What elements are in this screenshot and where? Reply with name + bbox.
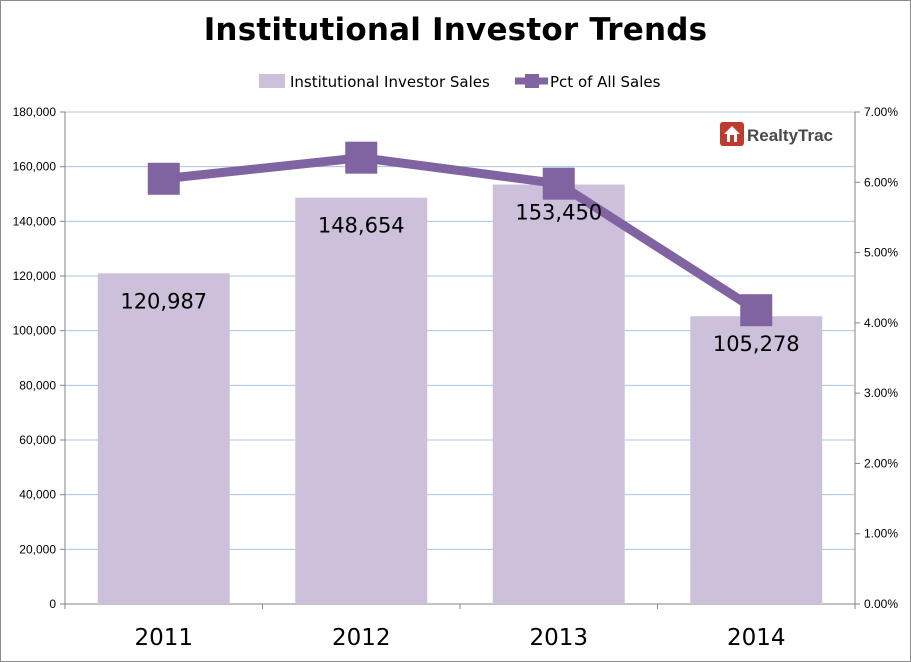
line-marker-2014 — [740, 294, 773, 327]
y-left-tick-label: 0 — [49, 597, 56, 611]
y-right-tick-label: 7.00% — [864, 105, 898, 119]
x-tick-label: 2014 — [727, 625, 786, 651]
line-marker-2011 — [147, 162, 180, 195]
y-left-tick-label: 100,000 — [13, 324, 57, 338]
x-tick-label: 2011 — [134, 625, 193, 651]
bar-2013 — [492, 184, 625, 604]
y-left-tick-label: 40,000 — [19, 488, 56, 502]
data-label: 105,278 — [713, 332, 800, 356]
legend-swatch-marker — [525, 74, 539, 88]
y-right-tick-label: 2.00% — [864, 456, 898, 470]
y-left-tick-label: 60,000 — [19, 433, 56, 447]
data-label: 120,987 — [120, 289, 207, 313]
house-icon — [724, 126, 740, 142]
legend-label-line: Pct of All Sales — [550, 73, 661, 91]
y-left-tick-label: 180,000 — [13, 105, 57, 119]
line-marker-2013 — [542, 167, 575, 200]
y-right-tick-label: 0.00% — [864, 597, 898, 611]
y-left-tick-label: 120,000 — [13, 269, 57, 283]
bar-2011 — [97, 273, 230, 604]
legend-label-bars: Institutional Investor Sales — [290, 73, 490, 91]
data-label: 153,450 — [515, 201, 602, 225]
bar-2012 — [295, 197, 428, 604]
chart-title: Institutional Investor Trends — [203, 12, 708, 48]
house-door-icon — [730, 135, 734, 142]
data-label: 148,654 — [318, 214, 405, 238]
legend-swatch-bars — [259, 74, 285, 88]
x-tick-label: 2012 — [332, 625, 391, 651]
y-left-tick-label: 140,000 — [13, 214, 57, 228]
line-pct-of-all-sales — [163, 153, 759, 314]
bar-2014 — [690, 316, 823, 604]
y-right-tick-label: 3.00% — [864, 386, 898, 400]
y-left-tick-label: 160,000 — [13, 160, 57, 174]
y-right-tick-label: 4.00% — [864, 316, 898, 330]
y-right-tick-label: 6.00% — [864, 175, 898, 189]
y-right-tick-label: 5.00% — [864, 246, 898, 260]
logo-text: RealtyTrac — [747, 126, 833, 145]
y-right-tick-label: 1.00% — [864, 527, 898, 541]
y-left-tick-label: 80,000 — [19, 378, 56, 392]
line-marker-2012 — [345, 141, 378, 174]
y-left-tick-label: 20,000 — [19, 542, 56, 556]
x-tick-label: 2013 — [529, 625, 588, 651]
